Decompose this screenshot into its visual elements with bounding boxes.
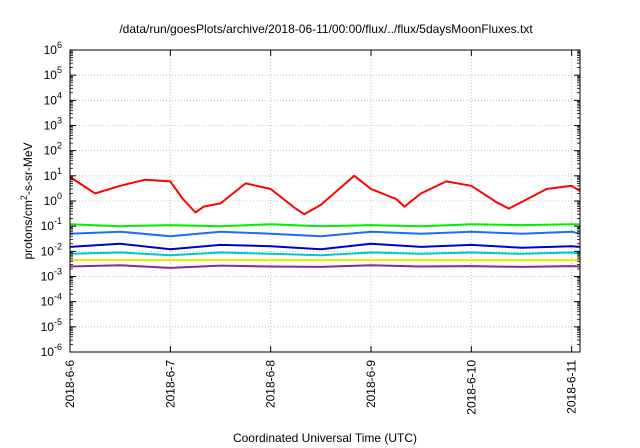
y-axis-title: protons/cm2-s-sr-MeV [19,142,35,259]
y-tick-label: 104 [44,90,62,107]
y-tick-label: 10-4 [41,292,62,309]
y-tick-label: 10-5 [41,317,62,334]
x-axis: 2018-6-6 2018-6-7 2018-6-8 2018-6-9 2018-6-1… [63,50,579,415]
y-axis: 10-6 10-5 10-4 10-3 10-2 10-1 100 101 102 103 104 1… [41,40,580,359]
x-tick-label: 2018-6-6 [63,360,77,408]
x-tick-label: 2018-6-7 [163,360,177,408]
y-tick-label: 100 [44,191,62,208]
y-tick-label: 101 [44,166,62,183]
y-axis-title-part-1: protons/cm [21,200,35,259]
y-axis-title-part-2: -s-sr-MeV [21,142,35,195]
series-line-1 [69,174,581,216]
y-tick-label: 102 [44,141,62,158]
y-tick-label: 10-2 [41,241,62,258]
y-tick-label: 106 [44,40,62,57]
y-tick-label: 105 [44,65,62,82]
x-tick-label: 2018-6-8 [264,360,278,408]
x-axis-title: Coordinated Universal Time (UTC) [233,431,417,445]
y-tick-label: 10-1 [41,216,62,233]
y-axis-title-superscript: 2 [19,195,29,200]
series-line-4 [69,242,581,251]
series-line-2 [69,223,580,228]
series-lines [69,174,581,269]
series-line-5 [69,251,581,257]
series-line-3 [69,230,581,238]
x-tick-label: 2018-6-9 [364,360,378,408]
y-tick-label: 10-3 [41,267,62,284]
y-tick-label: 103 [44,116,62,133]
x-tick-label: 2018-6-11 [565,360,579,414]
y-tick-label: 10-6 [41,342,62,359]
x-tick-label: 2018-6-10 [464,360,478,415]
series-line-7 [69,264,581,269]
chart-title: /data/run/goesPlots/archive/2018-06-11/0… [119,22,533,36]
